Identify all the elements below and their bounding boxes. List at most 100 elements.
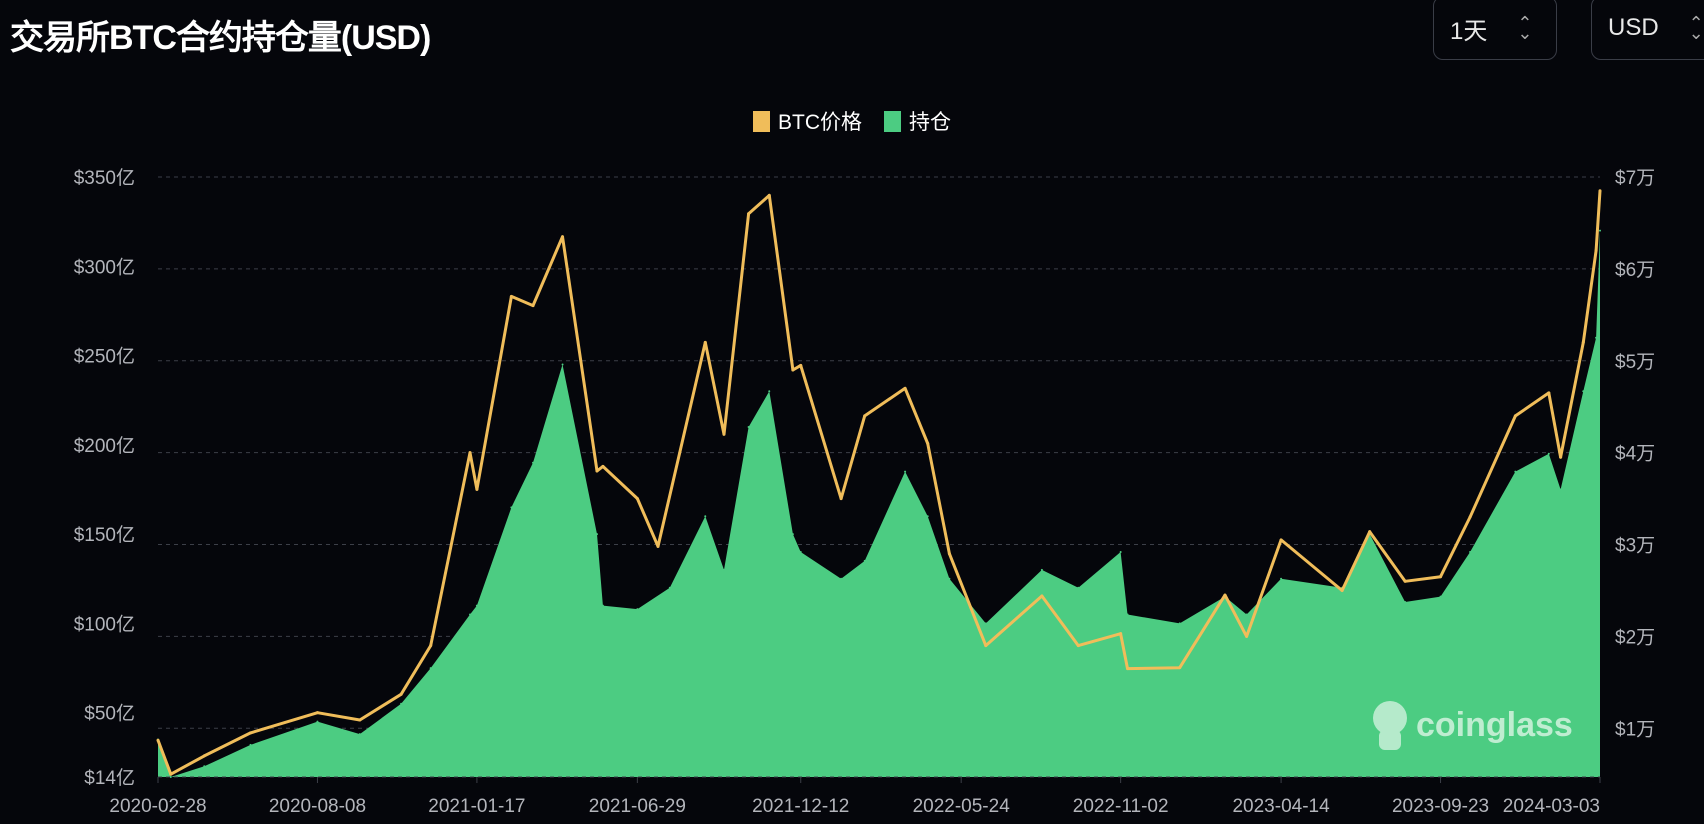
open-interest-point <box>249 743 252 746</box>
open-interest-point <box>747 426 750 428</box>
btc-price-point <box>202 754 206 758</box>
legend-swatch-oi <box>884 110 901 132</box>
x-axis-tick-label: 2023-09-23 <box>1392 796 1489 817</box>
open-interest-point <box>510 506 513 509</box>
open-interest-point <box>1404 601 1407 603</box>
btc-price-point <box>1468 515 1472 519</box>
open-interest-point <box>799 551 802 553</box>
x-axis-tick-label: 2020-08-08 <box>269 796 366 817</box>
right-axis-tick-label: $4万 <box>1615 444 1655 465</box>
btc-price-point <box>722 432 726 436</box>
open-interest-point <box>316 720 319 723</box>
btc-price-point <box>926 441 930 445</box>
open-interest-point <box>840 577 843 580</box>
btc-price-point <box>1119 632 1123 636</box>
right-axis-tick-label: $6万 <box>1615 260 1655 281</box>
right-axis-tick-label: $1万 <box>1615 719 1655 740</box>
open-interest-point <box>1547 452 1550 455</box>
currency-value: USD <box>1608 14 1659 41</box>
btc-price-point <box>799 363 803 367</box>
open-interest-point <box>1280 577 1283 580</box>
left-axis-tick-label: $350亿 <box>74 167 135 189</box>
open-interest-point <box>1126 613 1129 616</box>
btc-price-point <box>1178 666 1182 670</box>
open-interest-point <box>791 533 794 536</box>
chart-legend: BTC价格 持仓 <box>0 106 1704 136</box>
btc-price-point <box>656 544 660 548</box>
left-axis-tick-label: $100亿 <box>74 613 135 635</box>
open-interest-point <box>1178 622 1181 625</box>
btc-price-point <box>561 235 565 239</box>
btc-price-point <box>1513 414 1517 418</box>
right-axis-tick-label: $5万 <box>1615 352 1655 373</box>
open-interest-point <box>904 470 907 473</box>
btc-price-point <box>595 469 599 473</box>
btc-price-point <box>1245 634 1249 638</box>
open-interest-point <box>400 702 403 705</box>
btc-price-point <box>1368 530 1372 534</box>
btc-price-point <box>747 212 751 216</box>
open-interest-point <box>561 363 564 366</box>
open-interest-area <box>158 230 1600 778</box>
btc-price-point <box>601 464 605 468</box>
right-axis-tick-label: $7万 <box>1615 168 1655 189</box>
watermark-text: coinglass <box>1416 706 1573 744</box>
right-axis-tick-label: $3万 <box>1615 536 1655 557</box>
open-interest-point <box>532 461 535 464</box>
x-axis-tick-label: 2020-02-28 <box>109 796 206 817</box>
x-axis-tick-label: 2022-11-02 <box>1073 796 1169 817</box>
legend-item-price[interactable]: BTC价格 <box>753 106 862 136</box>
interval-value: 1天 <box>1450 17 1488 45</box>
btc-price-point <box>839 497 843 501</box>
open-interest-point <box>1514 470 1517 473</box>
left-axis-tick-label: $14亿 <box>84 767 135 789</box>
btc-price-point <box>635 497 639 501</box>
left-axis-tick-label: $50亿 <box>84 703 135 725</box>
legend-label-price: BTC价格 <box>778 111 862 134</box>
open-interest-point <box>1559 488 1562 491</box>
open-interest-point <box>1595 336 1598 339</box>
btc-price-point <box>1223 593 1227 597</box>
legend-label-oi: 持仓 <box>909 111 951 134</box>
open-interest-point <box>863 559 866 562</box>
left-axis-tick-label: $150亿 <box>74 524 135 546</box>
coinglass-watermark: coinglass <box>1373 701 1573 750</box>
btc-price-point <box>767 193 771 197</box>
left-axis-tick-label: $250亿 <box>74 346 135 368</box>
x-axis-tick-label: 2023-04-14 <box>1232 796 1330 817</box>
legend-item-oi[interactable]: 持仓 <box>884 106 951 136</box>
open-interest-point <box>636 608 639 611</box>
btc-price-point <box>903 386 907 390</box>
open-interest-point <box>1439 595 1442 598</box>
x-axis-tick-label: 2024-03-03 <box>1503 796 1600 817</box>
currency-select[interactable]: USD ⌃ ⌄ <box>1591 0 1704 60</box>
btc-price-point <box>1581 340 1585 344</box>
btc-price-point <box>1594 249 1598 253</box>
btc-price-point <box>1040 594 1044 598</box>
btc-price-point <box>863 414 867 418</box>
btc-price-point <box>947 552 951 556</box>
left-axis-tick-label: $300亿 <box>74 256 135 278</box>
open-interest-point <box>668 586 671 589</box>
btc-price-point <box>1547 391 1551 395</box>
left-axis-tick-label: $200亿 <box>74 435 135 457</box>
open-interest-point <box>948 577 951 580</box>
btc-price-point <box>249 731 253 735</box>
open-interest-point <box>704 515 707 518</box>
x-axis-tick-label: 2022-05-24 <box>913 796 1011 817</box>
open-interest-point <box>203 765 206 768</box>
btc-price-point <box>156 738 160 742</box>
x-axis-tick-label: 2021-01-17 <box>428 796 525 817</box>
open-interest-point <box>1077 586 1080 589</box>
btc-price-point <box>475 487 479 491</box>
interval-select[interactable]: 1天 ⌃ ⌄ <box>1433 0 1557 60</box>
open-interest-point <box>1040 568 1043 571</box>
legend-swatch-price <box>753 110 770 132</box>
btc-price-point <box>531 304 535 308</box>
open-interest-point <box>475 604 478 607</box>
open-interest-point <box>358 733 361 736</box>
coinglass-logo-icon <box>1373 701 1407 735</box>
x-axis-tick-label: 2021-12-12 <box>752 796 849 817</box>
open-interest-point <box>169 776 172 778</box>
